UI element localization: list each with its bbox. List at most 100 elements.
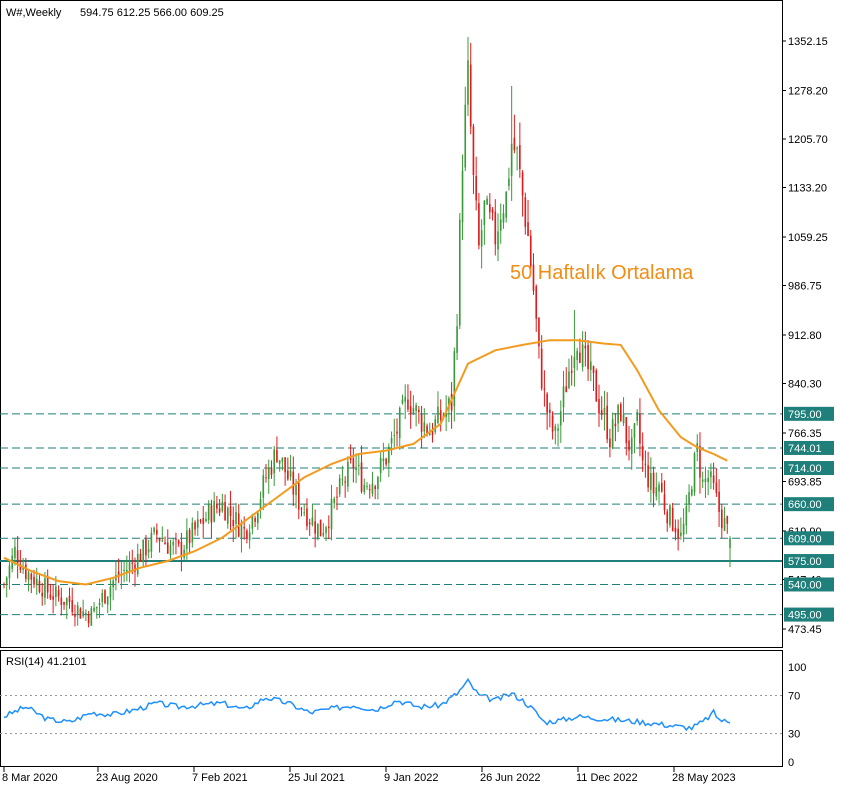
candle-bear (314, 521, 316, 534)
candle-bull (213, 500, 215, 522)
candle-bear (663, 494, 666, 511)
candle-bear (243, 527, 245, 529)
candle-bear (726, 516, 729, 524)
rsi-tick-label: 0 (788, 757, 794, 769)
rsi-tick-label: 70 (788, 691, 800, 703)
time-tick-label: 7 Feb 2021 (192, 772, 248, 784)
candle-bear (74, 614, 76, 617)
candle-bear (491, 209, 494, 214)
candle-bear (360, 462, 363, 492)
time-tick-label: 11 Dec 2022 (576, 772, 638, 784)
candle-bull (5, 577, 8, 585)
level-label: 714.00 (788, 463, 822, 475)
candle-bull (483, 200, 486, 226)
candle-bear (134, 564, 136, 572)
candle-bear (180, 541, 183, 557)
candle-bull (136, 553, 139, 575)
candle-bull (35, 578, 38, 586)
candle-bull (559, 411, 562, 426)
candle-bear (349, 457, 352, 460)
candle-bear (229, 506, 232, 516)
candle-bear (218, 508, 221, 513)
candle-bull (437, 406, 439, 424)
level-label-bg (784, 497, 834, 512)
candle-bull (262, 475, 265, 498)
level-label-bg (784, 531, 834, 546)
candle-bull (480, 230, 483, 247)
candle-bear (60, 597, 63, 606)
candle-bull (557, 428, 559, 431)
candle-bull (289, 470, 292, 477)
candle-bear (540, 348, 543, 389)
candle-bear (489, 204, 491, 213)
candle-bear (652, 472, 655, 494)
candle-bear (614, 423, 617, 427)
candle-bear (374, 486, 377, 490)
candle-bear (104, 590, 106, 604)
candle-bull (295, 485, 297, 496)
candle-bear (527, 222, 529, 237)
level-label-bg (784, 577, 834, 592)
level-label-bg (784, 607, 834, 622)
candle-bear (551, 415, 554, 432)
candle-bear (300, 508, 303, 510)
candle-bull (322, 532, 325, 536)
candle-bear (297, 482, 300, 510)
candle-bear (145, 538, 147, 556)
candle-bear (418, 409, 420, 413)
candle-bull (248, 532, 251, 541)
candle-bear (641, 445, 644, 461)
candle-bear (38, 580, 41, 593)
candle-bull (710, 471, 712, 477)
candle-bull (153, 527, 155, 533)
candle-bear (609, 438, 611, 448)
candle-bear (478, 203, 480, 246)
level-label: 660.00 (788, 499, 822, 511)
candle-bull (347, 461, 349, 487)
candle-bear (469, 64, 472, 127)
candle-bear (352, 458, 355, 469)
candle-bull (357, 464, 360, 466)
candle-bear (644, 463, 647, 465)
candle-bear (475, 176, 477, 201)
candle-bear (117, 571, 120, 578)
candle-bear (420, 413, 423, 432)
candle-bull (85, 613, 87, 615)
candle-bear (677, 528, 679, 539)
candle-bull (636, 411, 639, 422)
candle-bear (79, 608, 82, 619)
ma50-polyline (3, 339, 728, 586)
ma50-line (3, 339, 728, 586)
candle-bull (150, 532, 153, 552)
candle-bull (128, 562, 131, 571)
candle-bear (25, 564, 27, 579)
candle-bull (502, 213, 505, 223)
candle-bear (549, 409, 551, 413)
candle-bear (699, 445, 701, 478)
candle-bear (33, 576, 35, 585)
candle-bull (76, 605, 79, 615)
candle-bear (194, 522, 196, 530)
candle-bull (704, 478, 707, 483)
candle-bear (175, 538, 177, 540)
candle-bear (336, 496, 338, 498)
candle-bear (494, 211, 497, 245)
candle-bull (693, 453, 696, 493)
time-tick-label: 23 Aug 2020 (96, 772, 158, 784)
level-label-bg (784, 406, 834, 421)
candle-bull (393, 435, 396, 437)
candle-bear (409, 406, 412, 414)
candle-bull (169, 545, 172, 556)
candle-bull (281, 457, 284, 462)
candle-bull (404, 396, 407, 402)
candle-bull (303, 512, 306, 514)
candle-bear (164, 542, 166, 545)
candle-bear (158, 538, 161, 542)
candle-bear (513, 137, 516, 151)
candle-bull (355, 467, 357, 471)
rsi-tick-label: 30 (788, 729, 800, 741)
candle-bull (161, 540, 164, 542)
candle-bull (82, 611, 84, 617)
candle-bear (139, 553, 142, 562)
